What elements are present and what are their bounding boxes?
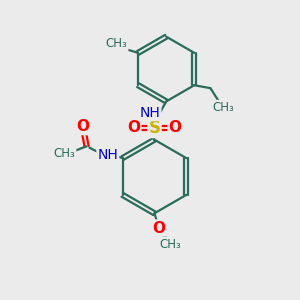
Text: O: O xyxy=(169,120,182,135)
Text: CH₃: CH₃ xyxy=(54,147,75,160)
Text: CH₃: CH₃ xyxy=(160,238,182,251)
Text: CH₃: CH₃ xyxy=(213,101,235,114)
Text: S: S xyxy=(148,119,160,137)
Text: NH: NH xyxy=(98,148,118,162)
Text: O: O xyxy=(152,220,165,236)
Text: NH: NH xyxy=(140,106,160,120)
Text: O: O xyxy=(127,120,140,135)
Text: O: O xyxy=(76,119,90,134)
Text: CH₃: CH₃ xyxy=(106,38,128,50)
